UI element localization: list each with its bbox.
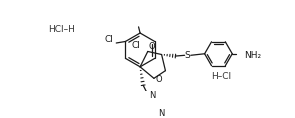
Text: H–Cl: H–Cl — [211, 72, 231, 81]
Text: S: S — [185, 51, 191, 60]
Text: HCl–H: HCl–H — [48, 25, 75, 34]
Text: Cl: Cl — [132, 41, 141, 50]
Text: N: N — [149, 91, 155, 100]
Text: N: N — [158, 109, 165, 118]
Text: NH₂: NH₂ — [245, 51, 262, 60]
Text: O: O — [156, 75, 163, 84]
Text: Cl: Cl — [104, 35, 113, 44]
Text: O: O — [148, 42, 155, 51]
